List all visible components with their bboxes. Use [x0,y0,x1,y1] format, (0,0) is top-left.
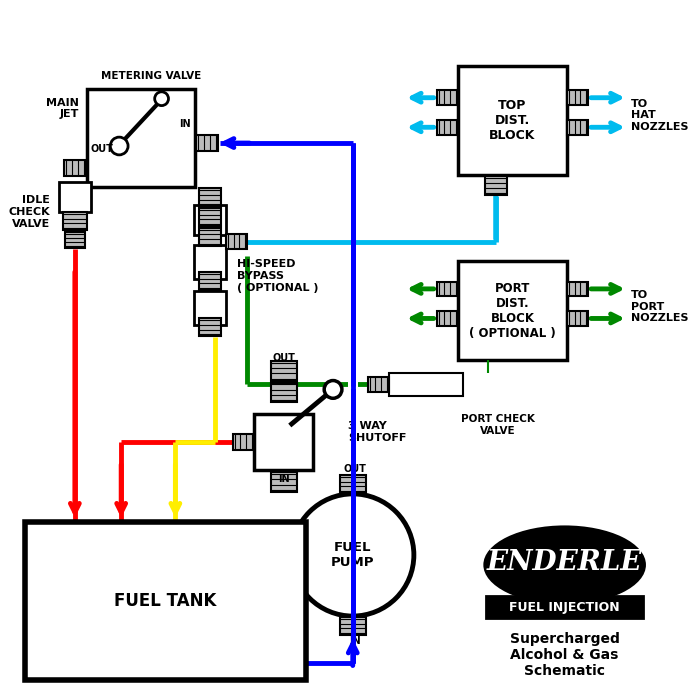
Text: FUEL TANK: FUEL TANK [114,592,217,610]
Text: TO
PORT
NOZZLES: TO PORT NOZZLES [631,290,688,323]
Bar [458,66,566,174]
Bar [194,291,225,326]
Text: METERING VALVE: METERING VALVE [101,71,201,81]
Bar [87,89,195,188]
Bar [389,372,463,396]
Bar [194,205,225,235]
Bar [196,135,218,151]
Bar [485,176,507,195]
Bar [199,272,220,290]
Bar [566,90,588,105]
Bar [368,377,389,393]
Bar [271,473,297,492]
Text: IN: IN [179,119,191,130]
Bar [486,596,643,618]
Text: IN: IN [349,636,361,646]
Bar [340,475,365,493]
Bar [348,379,358,389]
Text: FUEL INJECTION: FUEL INJECTION [510,601,620,614]
Text: ENDERLE: ENDERLE [487,550,643,576]
Text: 3 WAY
SHUTOFF: 3 WAY SHUTOFF [348,421,406,443]
Bar [566,281,588,296]
Bar [199,318,220,336]
Text: IN: IN [278,474,290,484]
Bar [225,234,247,249]
Text: HI-SPEED
BYPASS
( OPTIONAL ): HI-SPEED BYPASS ( OPTIONAL ) [237,260,319,293]
Bar [25,522,307,680]
Text: PORT CHECK
VALVE: PORT CHECK VALVE [461,414,535,435]
Text: OUT: OUT [272,353,295,363]
Text: FUEL
PUMP: FUEL PUMP [331,541,374,569]
Bar [63,212,87,230]
Bar [199,228,220,246]
Text: TO
HAT
NOZZLES: TO HAT NOZZLES [631,99,688,132]
Text: PORT
DIST.
BLOCK
( OPTIONAL ): PORT DIST. BLOCK ( OPTIONAL ) [469,281,556,340]
Text: TOP
DIST.
BLOCK: TOP DIST. BLOCK [489,99,536,142]
Circle shape [111,137,128,155]
Bar [271,382,297,402]
Text: Supercharged
Alcohol & Gas
Schematic: Supercharged Alcohol & Gas Schematic [510,632,620,678]
Bar [194,244,225,279]
Bar [271,360,297,381]
Text: OUT: OUT [343,464,366,474]
Bar [458,261,566,360]
Bar [437,281,459,296]
Text: OUT: OUT [90,144,113,154]
Bar [566,311,588,326]
Bar [232,434,254,450]
Circle shape [292,494,414,616]
Text: IDLE
CHECK
VALVE: IDLE CHECK VALVE [8,195,50,229]
Bar [437,120,459,134]
Circle shape [324,381,342,398]
Text: MAIN
JET: MAIN JET [46,98,79,120]
Bar [349,470,357,488]
Bar [64,160,85,176]
Bar [437,311,459,326]
Ellipse shape [483,526,646,604]
Bar [59,183,90,212]
Bar [254,414,314,470]
Bar [566,120,588,134]
Bar [65,232,85,248]
Bar [437,90,459,105]
Bar [340,617,365,635]
Bar [199,188,220,206]
Bar [199,208,220,226]
Circle shape [155,92,169,106]
